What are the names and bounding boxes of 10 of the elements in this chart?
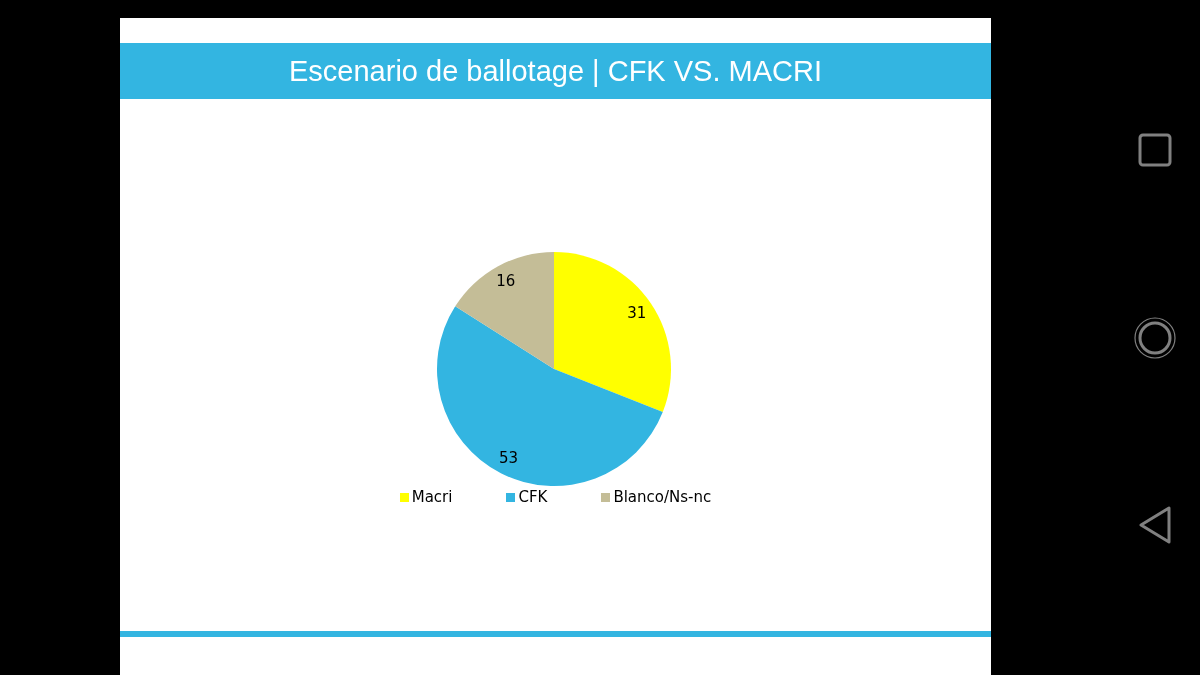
data-label: 53 <box>499 449 519 468</box>
data-label: 31 <box>627 303 647 322</box>
pie-slice <box>455 252 554 369</box>
legend-label: CFK <box>518 488 548 506</box>
pie-slice <box>437 306 663 486</box>
legend-label: Macri <box>411 488 453 506</box>
pie-slice <box>554 252 671 413</box>
chart-title: Escenario de ballotage | CFK VS. MACRI <box>289 54 822 88</box>
data-label: 16 <box>496 272 516 291</box>
legend-label: Blanco/Ns-nc <box>613 488 712 506</box>
